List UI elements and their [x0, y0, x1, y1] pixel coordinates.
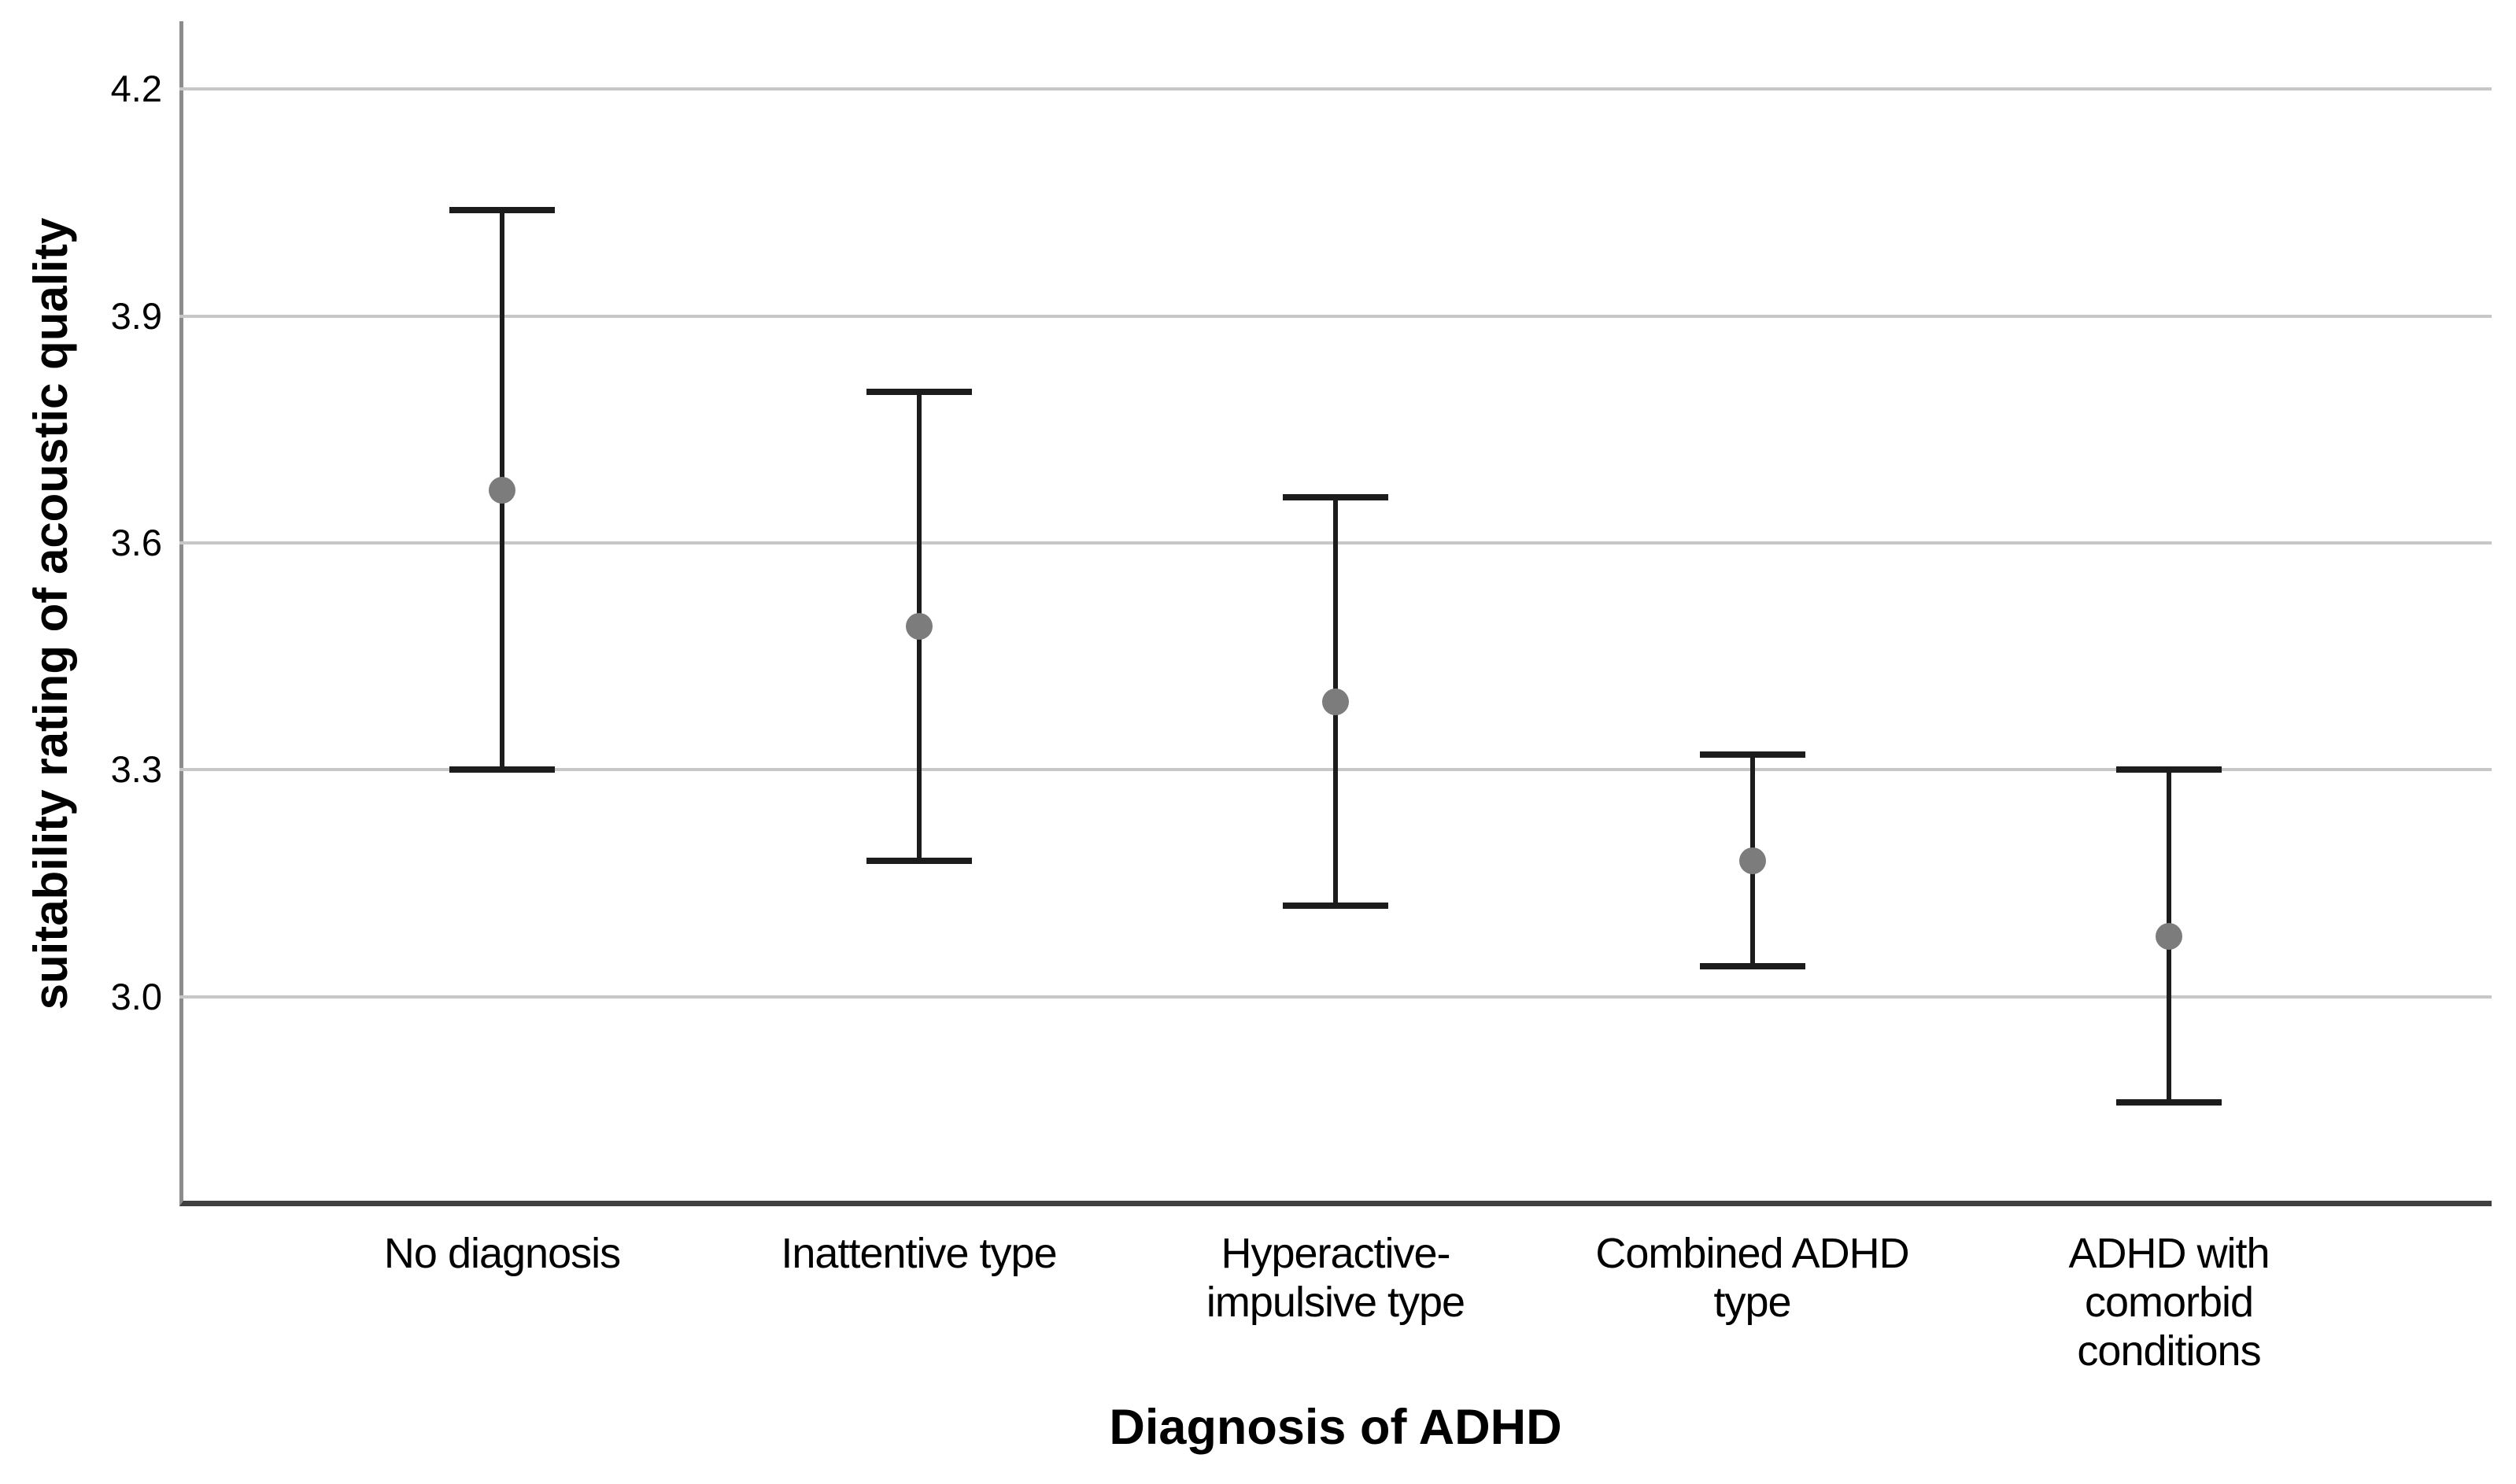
mean-marker	[489, 476, 515, 504]
x-axis-title: Diagnosis of ADHD	[1109, 1400, 1562, 1455]
error-bar-cap-top	[449, 207, 555, 214]
error-bar-cap-top	[2116, 766, 2222, 773]
error-bar-cap-top	[1283, 494, 1388, 501]
category-label: Combined ADHD type	[1595, 1230, 1909, 1326]
mean-marker	[905, 612, 933, 640]
error-bar-cap-top	[866, 388, 972, 395]
error-bar-cap-top	[1699, 751, 1805, 759]
error-bar-cap-bottom	[866, 857, 972, 864]
plot-area	[179, 21, 2492, 1206]
category-label: Inattentive type	[781, 1230, 1057, 1277]
mean-marker	[1738, 847, 1766, 874]
error-bar-cap-bottom	[449, 766, 555, 773]
error-bar-cap-bottom	[2116, 1099, 2222, 1106]
y-tick-label: 3.0	[110, 975, 162, 1017]
category-label: ADHD with comorbid conditions	[2068, 1230, 2270, 1375]
gridline	[179, 995, 2492, 999]
category-label: Hyperactive- impulsive type	[1206, 1230, 1465, 1326]
y-tick-label: 3.6	[110, 522, 162, 564]
category-label: No diagnosis	[383, 1230, 621, 1277]
mean-marker	[1322, 688, 1349, 715]
gridline	[179, 314, 2492, 318]
error-bar-cap-bottom	[1283, 903, 1388, 910]
mean-marker	[2156, 922, 2182, 950]
gridline	[179, 87, 2492, 91]
error-bar-cap-bottom	[1699, 963, 1805, 970]
y-tick-label: 3.3	[110, 748, 162, 791]
y-tick-label: 4.2	[110, 68, 162, 110]
y-tick-label: 3.9	[110, 294, 162, 337]
